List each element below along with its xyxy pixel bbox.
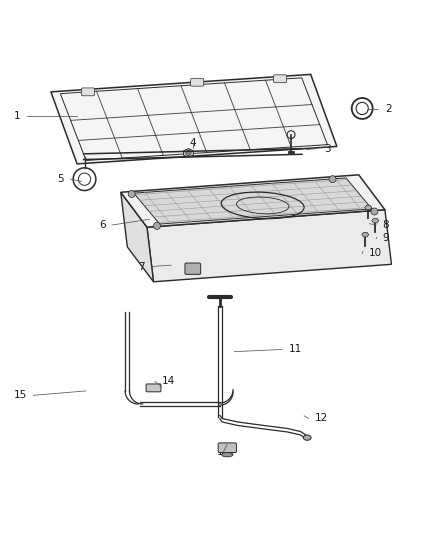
Polygon shape — [121, 192, 153, 282]
FancyBboxPatch shape — [185, 263, 201, 274]
Circle shape — [153, 222, 160, 229]
Text: 2: 2 — [385, 104, 392, 114]
Text: 3: 3 — [324, 143, 330, 154]
Text: 13: 13 — [217, 447, 230, 457]
Text: 5: 5 — [57, 174, 64, 184]
Circle shape — [128, 190, 135, 198]
Text: 4: 4 — [190, 139, 196, 148]
Text: 9: 9 — [383, 233, 389, 243]
Text: 15: 15 — [14, 390, 27, 400]
Polygon shape — [372, 219, 379, 223]
FancyBboxPatch shape — [218, 443, 237, 453]
Circle shape — [371, 208, 378, 215]
Circle shape — [186, 150, 191, 156]
Text: 12: 12 — [315, 414, 328, 423]
FancyBboxPatch shape — [146, 384, 161, 392]
FancyBboxPatch shape — [191, 78, 204, 86]
Ellipse shape — [303, 435, 311, 440]
FancyBboxPatch shape — [274, 75, 287, 83]
Text: 6: 6 — [99, 220, 106, 230]
Polygon shape — [51, 75, 337, 164]
Polygon shape — [147, 210, 392, 282]
Polygon shape — [365, 205, 372, 210]
Polygon shape — [134, 178, 372, 224]
Text: 8: 8 — [383, 220, 389, 230]
Polygon shape — [121, 175, 385, 227]
Polygon shape — [184, 149, 193, 157]
Circle shape — [329, 176, 336, 183]
Text: 14: 14 — [161, 376, 175, 386]
Text: 11: 11 — [289, 344, 302, 354]
Text: 10: 10 — [369, 248, 382, 259]
Polygon shape — [362, 232, 369, 237]
Text: 1: 1 — [14, 111, 20, 121]
Ellipse shape — [222, 453, 233, 457]
Text: 7: 7 — [138, 262, 145, 271]
FancyBboxPatch shape — [81, 88, 95, 96]
